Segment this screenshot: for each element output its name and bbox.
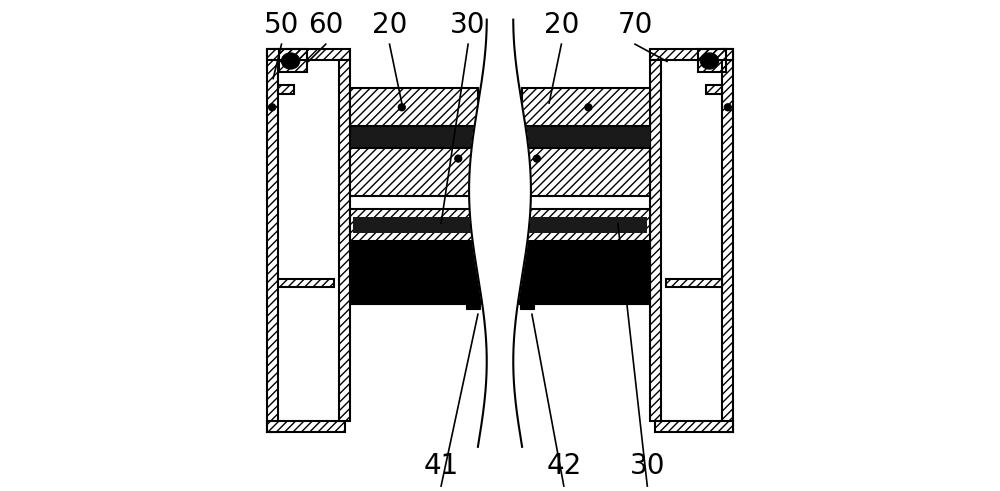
Text: 20: 20 [544, 10, 579, 39]
Circle shape [533, 155, 540, 162]
Bar [350, 126, 478, 148]
Text: 60: 60 [308, 10, 343, 39]
Bar [279, 49, 307, 72]
Circle shape [585, 104, 592, 111]
Circle shape [724, 104, 731, 111]
Circle shape [398, 104, 405, 111]
Polygon shape [350, 241, 489, 309]
Bar [522, 126, 650, 148]
Text: 30: 30 [450, 10, 486, 39]
Circle shape [455, 155, 462, 162]
Bar [267, 421, 345, 432]
Bar [666, 279, 722, 287]
Text: 30: 30 [630, 452, 665, 481]
Bar [655, 421, 733, 432]
Text: 70: 70 [617, 10, 653, 39]
Text: 42: 42 [546, 452, 581, 481]
Bar [722, 49, 733, 432]
Circle shape [269, 104, 276, 111]
Ellipse shape [700, 53, 719, 69]
Ellipse shape [281, 53, 300, 69]
Bar [278, 279, 334, 287]
Bar [267, 49, 278, 432]
Bar [522, 148, 650, 196]
Text: 20: 20 [372, 10, 407, 39]
Bar [353, 217, 486, 233]
Text: 41: 41 [423, 452, 459, 481]
Bar [267, 49, 350, 60]
Bar [650, 49, 733, 60]
Polygon shape [511, 241, 650, 309]
Text: 50: 50 [264, 10, 299, 39]
Polygon shape [469, 20, 531, 447]
Bar [698, 49, 726, 72]
Bar [350, 148, 478, 196]
Bar [278, 85, 294, 94]
Bar [339, 60, 350, 421]
Bar [706, 85, 722, 94]
Bar [522, 88, 650, 126]
Bar [350, 209, 489, 241]
Bar [514, 217, 647, 233]
Bar [511, 209, 650, 241]
Bar [350, 88, 478, 126]
Bar [650, 60, 661, 421]
